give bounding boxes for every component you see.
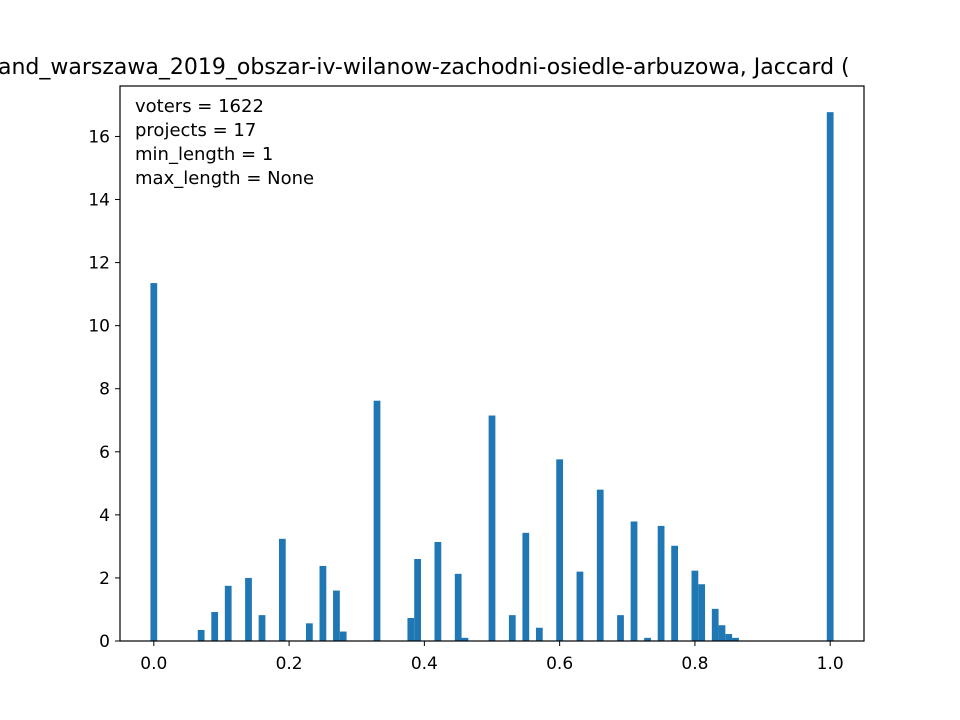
histogram-bar-12 — [407, 617, 415, 641]
histogram-bar-34 — [732, 637, 739, 641]
y-axis-ticks: 0 2 4 6 8 10 12 14 16 — [88, 127, 120, 652]
histogram-bar-19 — [522, 532, 530, 641]
histogram-bar-18 — [508, 615, 516, 641]
histogram-bar-8 — [319, 565, 327, 641]
histogram-bar-15 — [454, 573, 462, 641]
histogram-bar-16 — [461, 637, 469, 641]
histogram-bar-23 — [596, 489, 604, 641]
histogram-bar-4 — [245, 577, 252, 641]
annotation-line: min_length = 1 — [135, 144, 273, 165]
histogram-bar-2 — [211, 611, 219, 641]
annotation-line: voters = 1622 — [135, 96, 264, 117]
histogram-bar-28 — [671, 545, 678, 641]
x-tick-label: 1.0 — [817, 654, 844, 674]
x-axis-ticks: 0.0 0.2 0.4 0.6 0.8 1.0 — [140, 641, 844, 674]
y-tick-label: 6 — [99, 443, 110, 463]
histogram-bar-11 — [373, 400, 381, 641]
histogram-bar-1 — [197, 629, 205, 641]
x-tick-label: 0.2 — [276, 654, 303, 674]
annotation-line: projects = 17 — [135, 120, 256, 141]
y-tick-label: 8 — [99, 380, 110, 400]
annotation-box: voters = 1622 projects = 17 min_length = 1… — [135, 96, 314, 189]
histogram-bar-9 — [333, 590, 340, 641]
histogram-bar-22 — [576, 571, 584, 642]
chart-title: and_warszawa_2019_obszar-iv-wilanow-zach… — [0, 55, 850, 80]
histogram-bar-17 — [488, 415, 496, 641]
x-tick-label: 0.0 — [140, 654, 167, 674]
histogram-bar-33 — [725, 634, 733, 641]
histogram-bar-35 — [826, 112, 834, 642]
histogram-bar-30 — [698, 584, 706, 641]
histogram-bar-25 — [630, 521, 638, 641]
histogram-bar-29 — [691, 570, 699, 641]
histogram-bar-10 — [339, 631, 347, 641]
y-tick-label: 4 — [99, 506, 110, 526]
histogram-bar-13 — [414, 559, 421, 641]
histogram-bar-21 — [556, 459, 564, 641]
histogram-bar-27 — [657, 525, 665, 641]
histogram-bar-5 — [258, 615, 266, 641]
histogram-bar-20 — [535, 627, 543, 641]
y-tick-label: 12 — [88, 254, 110, 274]
x-tick-label: 0.4 — [411, 654, 438, 674]
histogram-bar-0 — [150, 283, 158, 641]
y-tick-label: 16 — [88, 127, 110, 147]
y-tick-label: 0 — [99, 632, 110, 652]
histogram-bar-14 — [434, 541, 442, 641]
plot-frame — [119, 85, 865, 642]
histogram-bar-31 — [711, 608, 719, 641]
histogram-bar-24 — [617, 615, 624, 641]
x-tick-label: 0.6 — [546, 654, 573, 674]
x-tick-label: 0.8 — [681, 654, 708, 674]
histogram-bar-7 — [306, 623, 313, 641]
bars-group — [150, 112, 834, 642]
histogram-bar-32 — [718, 625, 726, 641]
histogram-bar-6 — [278, 538, 286, 641]
histogram-bar-26 — [644, 637, 651, 641]
y-tick-label: 2 — [99, 569, 110, 589]
y-tick-label: 10 — [88, 317, 110, 337]
histogram-bar-3 — [224, 585, 232, 641]
y-tick-label: 14 — [88, 191, 110, 211]
annotation-line: max_length = None — [135, 168, 314, 189]
